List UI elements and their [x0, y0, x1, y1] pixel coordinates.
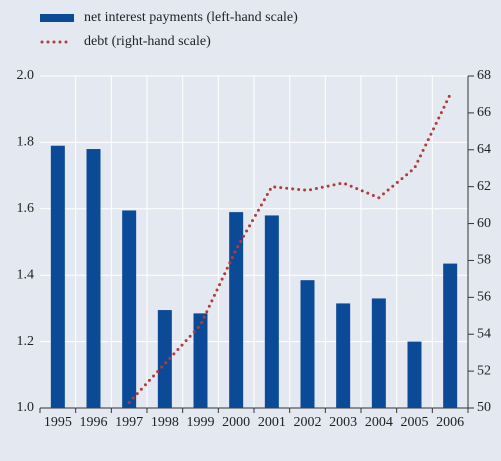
- y-tick-label: 1.0: [17, 400, 35, 415]
- y-tick-label: 1.6: [17, 201, 35, 216]
- bar: [122, 210, 137, 408]
- y2-tick-label: 50: [477, 400, 491, 415]
- bar: [157, 310, 172, 408]
- legend-swatch: [40, 14, 74, 22]
- y-tick-label: 1.8: [17, 135, 35, 150]
- x-tick-label: 2002: [294, 415, 322, 430]
- bar: [443, 263, 458, 408]
- y2-tick-label: 52: [477, 363, 491, 378]
- y2-tick-label: 54: [477, 326, 491, 341]
- x-tick-label: 2000: [222, 415, 250, 430]
- x-tick-label: 1998: [151, 415, 179, 430]
- debt-line: [127, 92, 452, 404]
- x-tick-label: 1999: [187, 415, 215, 430]
- bar: [300, 280, 315, 408]
- bar: [50, 145, 65, 408]
- y2-tick-label: 68: [477, 68, 491, 83]
- bar: [86, 149, 101, 409]
- y2-tick-label: 56: [477, 290, 491, 305]
- legend-label: net interest payments (left-hand scale): [84, 10, 298, 25]
- bar: [371, 298, 386, 408]
- x-tick-label: 2005: [401, 415, 429, 430]
- x-tick-label: 2001: [258, 415, 286, 430]
- y-tick-label: 1.2: [17, 334, 35, 349]
- y2-tick-label: 66: [477, 105, 491, 120]
- x-tick-label: 2006: [436, 415, 464, 430]
- bar: [193, 313, 208, 408]
- y-tick-label: 2.0: [17, 68, 35, 83]
- bar: [264, 215, 279, 408]
- bar: [407, 341, 422, 408]
- y2-tick-label: 58: [477, 253, 491, 268]
- y-tick-label: 1.4: [17, 267, 35, 282]
- legend-label: debt (right-hand scale): [84, 34, 211, 49]
- y2-tick-label: 62: [477, 179, 491, 194]
- x-tick-label: 2004: [365, 415, 393, 430]
- bar: [229, 212, 244, 408]
- x-tick-label: 2003: [329, 415, 357, 430]
- y2-tick-label: 64: [477, 142, 491, 157]
- x-tick-label: 1996: [80, 415, 108, 430]
- y2-tick-label: 60: [477, 216, 491, 231]
- bar: [336, 303, 351, 408]
- x-tick-label: 1995: [44, 415, 72, 430]
- x-tick-label: 1997: [115, 415, 143, 430]
